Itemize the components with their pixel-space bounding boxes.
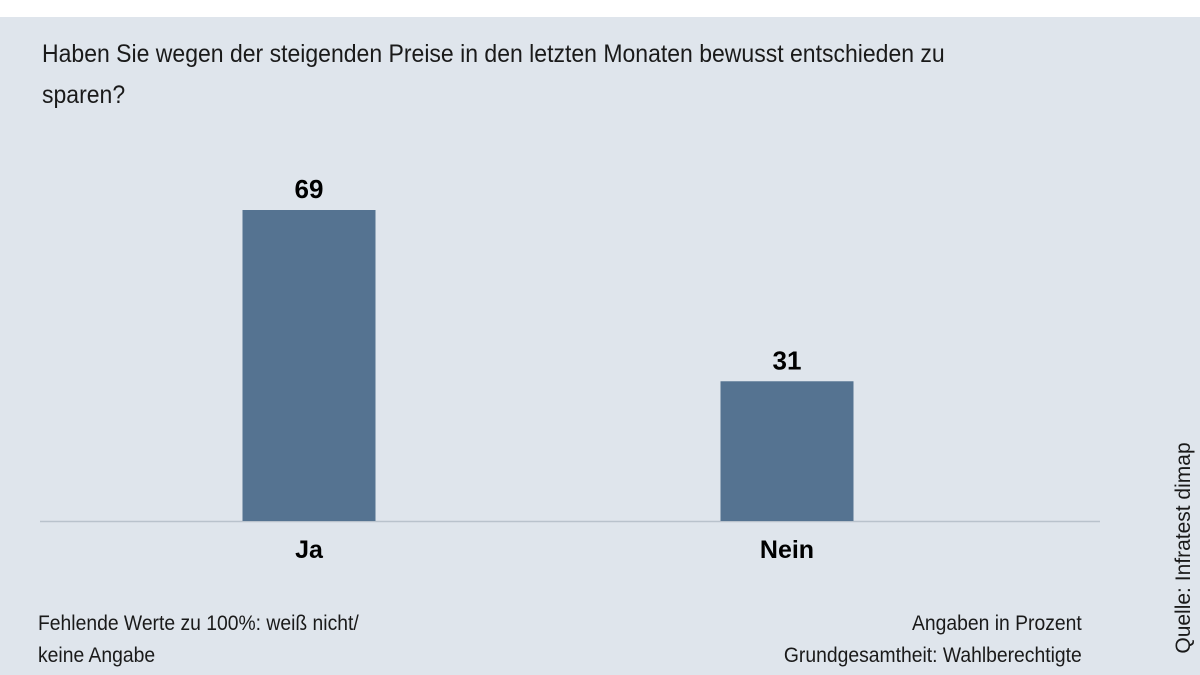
category-label-ja: Ja: [295, 536, 324, 564]
population-text: Grundgesamtheit: Wahlberechtigte: [784, 644, 1082, 667]
data-label-ja: 69: [295, 174, 324, 204]
chart-question: Haben Sie wegen der steigenden Preise in…: [42, 40, 945, 109]
missing-values-note: Fehlende Werte zu 100%: weiß nicht/ kein…: [38, 608, 359, 672]
header-strip: [0, 0, 1200, 17]
population-note: Angaben in Prozent Grundgesamtheit: Wahl…: [784, 608, 1082, 672]
missing-values-line2: keine Angabe: [38, 644, 156, 667]
unit-note: Angaben in Prozent: [912, 612, 1082, 635]
missing-values-line1: Fehlende Werte zu 100%: weiß nicht/: [38, 612, 359, 635]
data-label-nein: 31: [773, 345, 802, 375]
source-label: Quelle: Infratest dimap: [1172, 442, 1195, 654]
bar-ja: [242, 210, 376, 521]
bar-nein: [720, 381, 854, 521]
category-label-nein: Nein: [760, 536, 814, 564]
